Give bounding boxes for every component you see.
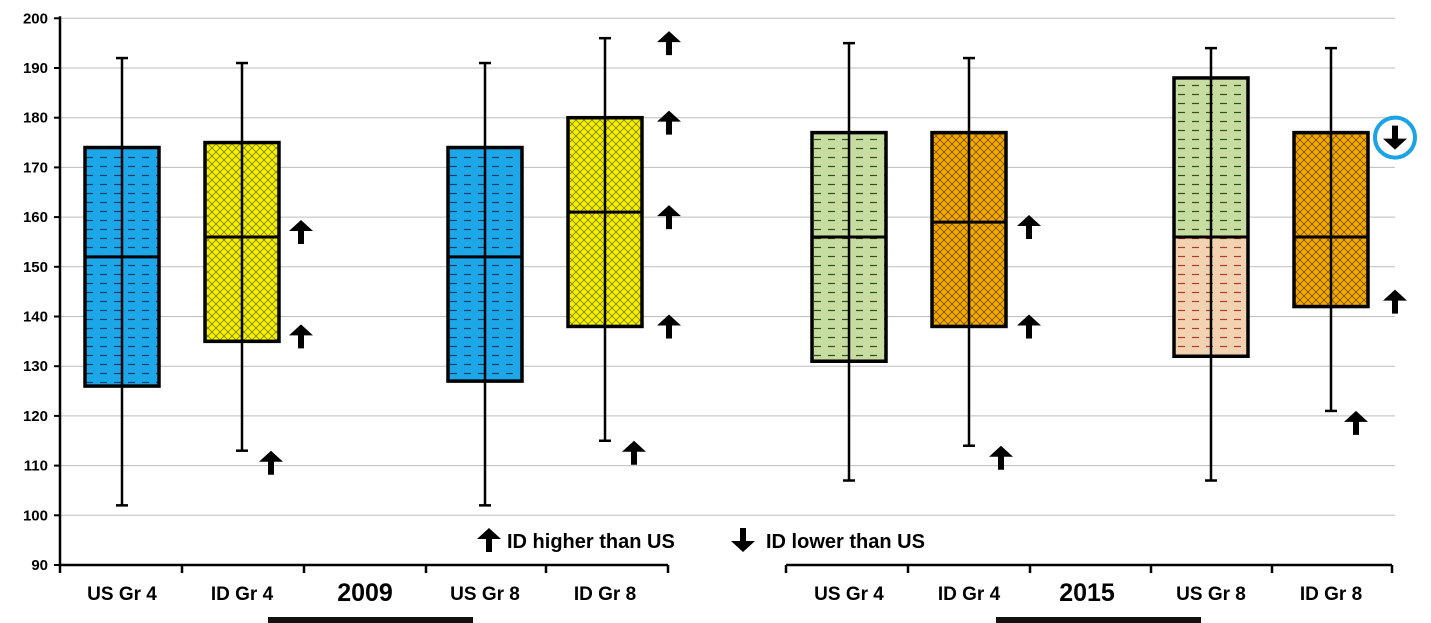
down-arrow-icon xyxy=(731,528,755,552)
y-tick-label: 90 xyxy=(31,557,48,574)
x-category-label: US Gr 4 xyxy=(814,584,884,605)
y-tick-label: 170 xyxy=(23,159,48,176)
up-arrow-icon xyxy=(657,31,681,56)
significance-arrows xyxy=(259,31,1417,475)
axes xyxy=(54,16,1394,623)
year-label-2015: 2015 xyxy=(1059,579,1115,607)
box-2009-us-gr-4 xyxy=(83,56,161,507)
up-arrow-icon xyxy=(289,220,313,245)
up-arrow-icon xyxy=(657,205,681,230)
y-tick-label: 100 xyxy=(23,507,48,524)
y-tick-label: 180 xyxy=(23,110,48,127)
up-arrow-icon xyxy=(1344,410,1368,435)
box-2015-id-gr-8 xyxy=(1292,46,1370,413)
legend: ID higher than US ID lower than US xyxy=(477,528,925,553)
y-tick-label: 120 xyxy=(23,408,48,425)
x-category-label: ID Gr 4 xyxy=(938,584,1001,605)
legend-label-higher: ID higher than US xyxy=(507,531,675,553)
y-tick-label: 190 xyxy=(23,60,48,77)
x-category-label: ID Gr 8 xyxy=(1300,584,1362,605)
year-label-2009: 2009 xyxy=(337,579,393,607)
down-arrow-icon xyxy=(1383,125,1407,150)
y-tick-label: 110 xyxy=(24,458,48,475)
up-arrow-icon xyxy=(622,440,646,465)
legend-label-lower: ID lower than US xyxy=(766,531,925,553)
y-tick-label: 200 xyxy=(23,10,48,27)
highlight-circle xyxy=(1373,115,1417,160)
box-2009-id-gr-4 xyxy=(203,61,281,452)
up-arrow-icon xyxy=(1017,314,1041,339)
box-2015-id-gr-4 xyxy=(930,56,1008,447)
box-series xyxy=(83,36,1370,507)
box-2009-us-gr-8 xyxy=(446,61,524,507)
y-tick-label: 150 xyxy=(23,259,48,276)
up-arrow-icon xyxy=(1017,215,1041,240)
up-arrow-icon xyxy=(657,314,681,339)
up-arrow-icon xyxy=(289,324,313,349)
x-category-label: ID Gr 8 xyxy=(574,584,636,605)
year-underline-2015 xyxy=(996,617,1201,623)
up-arrow-icon xyxy=(259,450,283,475)
box-2009-id-gr-8 xyxy=(566,36,644,442)
x-category-label: US Gr 8 xyxy=(1176,584,1246,605)
box-2015-us-gr-4 xyxy=(810,41,888,482)
up-arrow-icon xyxy=(477,528,501,552)
x-category-label: US Gr 8 xyxy=(450,584,520,605)
x-category-label: US Gr 4 xyxy=(87,584,157,605)
x-category-label: ID Gr 4 xyxy=(211,584,274,605)
up-arrow-icon xyxy=(989,445,1013,470)
year-underline-2009 xyxy=(268,617,473,623)
y-tick-label: 130 xyxy=(23,358,48,375)
gridlines xyxy=(60,17,1395,516)
box-2015-us-gr-8 xyxy=(1172,46,1250,482)
y-tick-label: 140 xyxy=(23,309,48,326)
axis-labels: 90 100 110 120 130 140 150 160 170 180 190 200 US Gr… xyxy=(23,10,1362,607)
y-tick-label: 160 xyxy=(23,209,48,226)
up-arrow-icon xyxy=(657,110,681,135)
up-arrow-icon xyxy=(1383,289,1407,314)
